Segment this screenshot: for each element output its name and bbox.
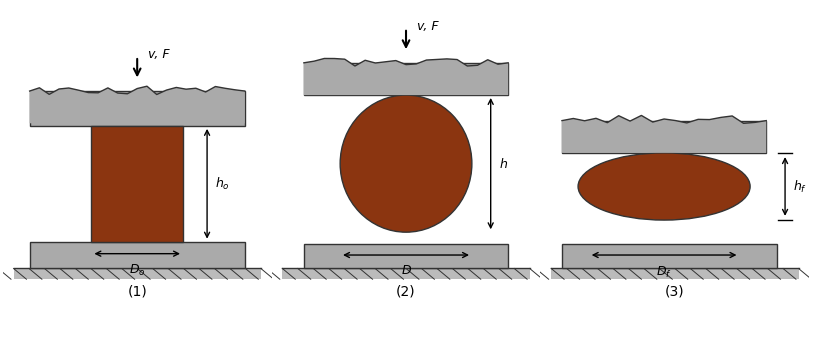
- Bar: [282, 268, 530, 279]
- Text: $D_f$: $D_f$: [656, 264, 672, 280]
- Bar: [562, 244, 777, 268]
- Text: $D_o$: $D_o$: [129, 263, 146, 278]
- Bar: [304, 63, 509, 95]
- Ellipse shape: [578, 153, 750, 220]
- Polygon shape: [29, 86, 244, 123]
- Text: $h$: $h$: [499, 156, 508, 171]
- Bar: [14, 268, 261, 279]
- Bar: [551, 268, 799, 279]
- Text: $h_f$: $h_f$: [793, 178, 807, 195]
- Text: $h_o$: $h_o$: [215, 176, 230, 192]
- Ellipse shape: [340, 95, 472, 232]
- Bar: [29, 91, 244, 126]
- Bar: [304, 244, 509, 268]
- Text: (1): (1): [127, 284, 147, 298]
- Bar: [91, 126, 183, 242]
- Text: (2): (2): [396, 284, 416, 298]
- Text: v, F: v, F: [416, 20, 438, 33]
- Polygon shape: [562, 116, 766, 153]
- Bar: [562, 121, 766, 153]
- Text: v, F: v, F: [148, 48, 170, 61]
- Bar: [29, 242, 244, 268]
- Polygon shape: [304, 58, 509, 95]
- Text: $D$: $D$: [400, 264, 412, 277]
- Text: (3): (3): [665, 284, 685, 298]
